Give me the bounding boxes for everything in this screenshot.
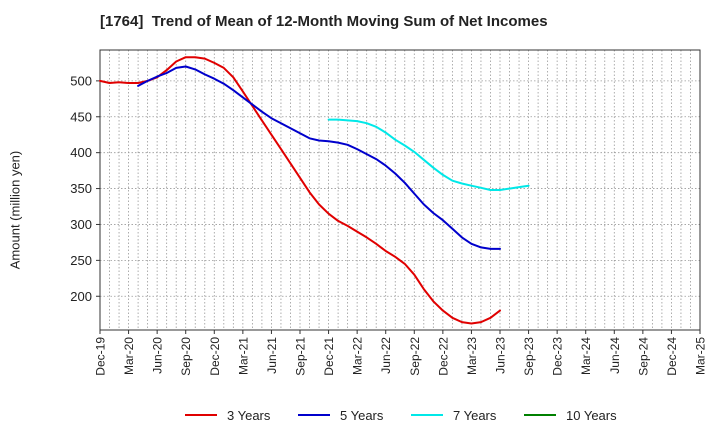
legend-item: 7 Years (411, 404, 496, 426)
legend-item: 5 Years (298, 404, 383, 426)
legend-swatch (185, 414, 217, 416)
legend-swatch (411, 414, 443, 416)
x-tick-label: Mar-23 (465, 337, 479, 375)
x-tick-label: Dec-24 (665, 337, 679, 376)
x-tick-label: Sep-23 (522, 337, 536, 376)
plot-frame (99, 49, 701, 331)
x-tick-label: Sep-21 (294, 337, 308, 376)
y-tick-label: 350 (70, 181, 92, 196)
series-line-7-years (327, 118, 530, 191)
series-line-5-years (137, 65, 501, 250)
x-tick-label: Jun-21 (265, 337, 279, 374)
legend-label: 10 Years (566, 407, 617, 423)
x-tick-label: Mar-20 (122, 337, 136, 375)
legend-swatch (524, 414, 556, 416)
y-tick-label: 300 (70, 217, 92, 232)
x-tick-label: Sep-24 (636, 337, 650, 376)
x-tick-label: Dec-21 (322, 337, 336, 376)
x-tick-label: Mar-22 (351, 337, 365, 375)
legend-item: 10 Years (524, 404, 617, 426)
x-tick-label: Dec-22 (436, 337, 450, 376)
x-tick-label: Mar-25 (694, 337, 708, 375)
x-tick-label: Dec-23 (551, 337, 565, 376)
chart-title: [1764] Trend of Mean of 12-Month Moving … (100, 13, 548, 30)
y-tick-label: 250 (70, 253, 92, 268)
x-tick-label: Jun-20 (151, 337, 165, 374)
y-tick-label: 400 (70, 145, 92, 160)
x-tick-label: Mar-24 (579, 337, 593, 375)
series-line-3-years (99, 56, 501, 325)
y-tick-label: 450 (70, 109, 92, 124)
x-tick-label: Jun-22 (379, 337, 393, 374)
legend-item: 3 Years (185, 404, 270, 426)
x-tick-label: Mar-21 (236, 337, 250, 375)
x-tick-label: Sep-20 (179, 337, 193, 376)
legend-label: 3 Years (227, 407, 271, 423)
x-tick-label: Dec-20 (208, 337, 222, 376)
legend-label: 7 Years (453, 407, 497, 423)
y-tick-label: 200 (70, 289, 92, 304)
y-tick-label: 500 (70, 73, 92, 88)
x-tick-label: Sep-22 (408, 337, 422, 376)
x-tick-label: Dec-19 (94, 337, 108, 376)
legend-label: 5 Years (340, 407, 384, 423)
x-tick-label: Jun-23 (494, 337, 508, 374)
legend-swatch (298, 414, 330, 416)
x-tick-label: Jun-24 (608, 337, 622, 374)
legend: 3 Years 5 Years 7 Years 10 Years (0, 404, 720, 426)
